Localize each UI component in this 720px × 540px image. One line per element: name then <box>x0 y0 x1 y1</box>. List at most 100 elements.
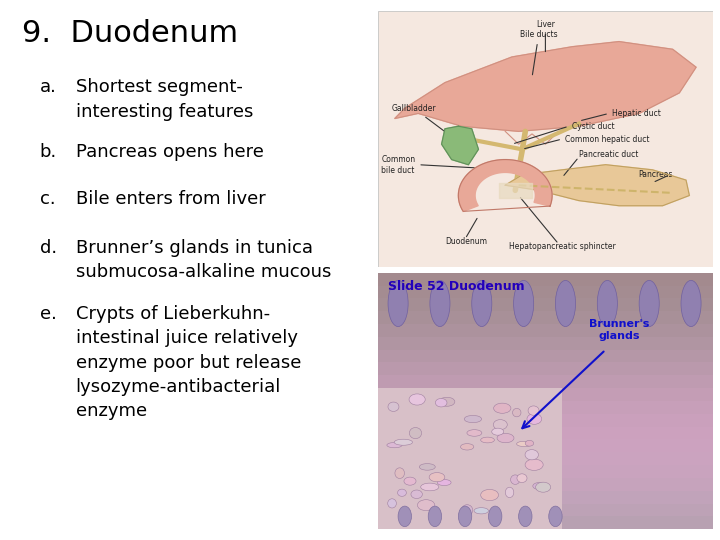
Ellipse shape <box>549 506 562 526</box>
Ellipse shape <box>528 406 539 415</box>
Text: Cystic duct: Cystic duct <box>572 122 615 131</box>
FancyBboxPatch shape <box>378 284 713 298</box>
Text: Hepatic duct: Hepatic duct <box>612 109 661 118</box>
Ellipse shape <box>411 490 423 498</box>
Text: Slide 52 Duodenum: Slide 52 Duodenum <box>388 280 525 293</box>
Ellipse shape <box>395 468 405 478</box>
Ellipse shape <box>598 280 617 327</box>
Ellipse shape <box>505 487 514 497</box>
FancyBboxPatch shape <box>378 361 713 375</box>
FancyBboxPatch shape <box>378 489 713 503</box>
Ellipse shape <box>387 499 397 508</box>
Text: Crypts of Lieberkuhn-
intestinal juice relatively
enzyme poor but release
lysozy: Crypts of Lieberkuhn- intestinal juice r… <box>76 305 301 420</box>
Ellipse shape <box>388 280 408 327</box>
Ellipse shape <box>464 415 482 423</box>
Ellipse shape <box>525 441 534 446</box>
Text: Liver: Liver <box>536 20 555 52</box>
Text: Duodenum: Duodenum <box>445 237 487 246</box>
Ellipse shape <box>481 489 498 501</box>
FancyBboxPatch shape <box>378 477 713 491</box>
Ellipse shape <box>467 430 482 436</box>
Text: Bile ducts: Bile ducts <box>520 30 557 75</box>
Ellipse shape <box>474 508 488 514</box>
FancyBboxPatch shape <box>378 400 713 414</box>
Text: a.: a. <box>40 78 56 96</box>
Ellipse shape <box>481 437 495 443</box>
Ellipse shape <box>397 489 406 496</box>
Text: Common
bile duct: Common bile duct <box>382 154 415 175</box>
FancyBboxPatch shape <box>378 413 713 427</box>
Ellipse shape <box>527 414 541 424</box>
Text: Bile enters from liver: Bile enters from liver <box>76 190 266 208</box>
Ellipse shape <box>494 403 511 413</box>
FancyBboxPatch shape <box>378 426 713 440</box>
Ellipse shape <box>409 394 426 405</box>
Ellipse shape <box>536 482 551 492</box>
Ellipse shape <box>430 280 450 327</box>
Text: e.: e. <box>40 305 56 323</box>
Text: Brunner’s glands in tunica
submucosa-alkaline mucous: Brunner’s glands in tunica submucosa-alk… <box>76 239 331 281</box>
Ellipse shape <box>410 428 422 438</box>
Polygon shape <box>505 165 689 206</box>
Ellipse shape <box>472 280 492 327</box>
FancyBboxPatch shape <box>378 451 713 465</box>
FancyBboxPatch shape <box>378 374 713 388</box>
Ellipse shape <box>517 474 527 483</box>
Ellipse shape <box>398 506 412 526</box>
Ellipse shape <box>461 444 474 450</box>
FancyBboxPatch shape <box>378 348 713 362</box>
Text: d.: d. <box>40 239 57 256</box>
FancyBboxPatch shape <box>378 387 713 401</box>
Ellipse shape <box>437 480 451 485</box>
FancyBboxPatch shape <box>378 502 713 516</box>
Ellipse shape <box>404 477 416 485</box>
Ellipse shape <box>525 450 539 460</box>
Ellipse shape <box>439 397 455 406</box>
Ellipse shape <box>488 506 502 526</box>
Ellipse shape <box>462 505 473 516</box>
Text: Brunner's
glands: Brunner's glands <box>589 319 649 341</box>
FancyBboxPatch shape <box>378 464 713 478</box>
Text: c.: c. <box>40 190 55 208</box>
Ellipse shape <box>428 506 441 526</box>
Ellipse shape <box>388 402 399 411</box>
Text: Pancreas: Pancreas <box>638 171 672 179</box>
FancyBboxPatch shape <box>378 297 713 311</box>
Polygon shape <box>459 160 552 211</box>
Ellipse shape <box>513 408 521 417</box>
Ellipse shape <box>517 441 532 447</box>
Ellipse shape <box>681 280 701 327</box>
FancyBboxPatch shape <box>378 310 713 324</box>
Ellipse shape <box>420 483 439 491</box>
Text: Shortest segment-
interesting features: Shortest segment- interesting features <box>76 78 253 120</box>
FancyBboxPatch shape <box>378 272 713 286</box>
FancyBboxPatch shape <box>378 388 562 529</box>
Ellipse shape <box>387 442 402 448</box>
FancyBboxPatch shape <box>378 335 713 350</box>
Ellipse shape <box>418 500 435 511</box>
Ellipse shape <box>525 459 543 470</box>
Ellipse shape <box>510 475 520 484</box>
Ellipse shape <box>436 399 447 407</box>
FancyBboxPatch shape <box>378 11 713 267</box>
Polygon shape <box>395 42 696 131</box>
FancyBboxPatch shape <box>378 323 713 337</box>
FancyBboxPatch shape <box>378 515 713 529</box>
Ellipse shape <box>639 280 660 327</box>
Ellipse shape <box>518 506 532 526</box>
Text: Gallbladder: Gallbladder <box>392 104 459 143</box>
Ellipse shape <box>493 420 508 430</box>
Ellipse shape <box>533 483 546 490</box>
Text: Pancreatic duct: Pancreatic duct <box>579 150 638 159</box>
Ellipse shape <box>555 280 575 327</box>
Text: Common hepatic duct: Common hepatic duct <box>565 134 650 144</box>
Polygon shape <box>441 126 478 165</box>
Ellipse shape <box>497 434 514 443</box>
Ellipse shape <box>459 506 472 526</box>
Ellipse shape <box>394 439 413 446</box>
Ellipse shape <box>492 428 504 435</box>
Text: b.: b. <box>40 143 57 161</box>
Ellipse shape <box>429 472 445 482</box>
FancyBboxPatch shape <box>378 438 713 453</box>
Ellipse shape <box>419 464 436 470</box>
